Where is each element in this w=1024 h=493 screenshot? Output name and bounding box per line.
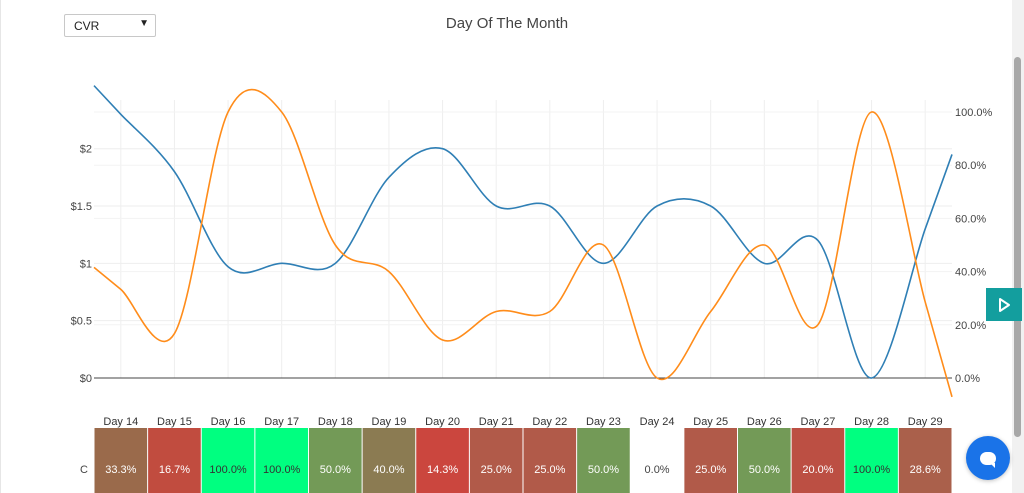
series-line-2 bbox=[93, 88, 953, 398]
x-tick-label: Day 17 bbox=[264, 416, 299, 428]
y-left-tick-label: $1.5 bbox=[71, 201, 92, 213]
heatmap-cell bbox=[684, 428, 737, 493]
heatmap-cell-label: 50.0% bbox=[749, 464, 780, 476]
heatmap-cell bbox=[738, 428, 791, 493]
y-left-tick-label: $0.5 bbox=[71, 316, 92, 328]
heatmap-cell bbox=[630, 428, 684, 493]
heatmap-cell-label: 16.7% bbox=[159, 464, 190, 476]
chevron-down-icon: ▼ bbox=[139, 18, 149, 29]
y-right-tick-label: 60.0% bbox=[955, 213, 986, 225]
heatmap-cell-label: 100.0% bbox=[263, 464, 301, 476]
heatmap-cell bbox=[201, 428, 255, 493]
y-right-tick-label: 100.0% bbox=[955, 107, 993, 119]
heatmap-cell bbox=[845, 428, 898, 493]
x-tick-label: Day 29 bbox=[908, 416, 943, 428]
x-tick-label: Day 26 bbox=[747, 416, 782, 428]
heatmap-cell bbox=[255, 428, 308, 493]
y-left-tick-label: $2 bbox=[80, 144, 92, 156]
x-tick-label: Day 14 bbox=[103, 416, 138, 428]
y-right-tick-label: 20.0% bbox=[955, 320, 986, 332]
heatmap-cell-label: 25.0% bbox=[534, 464, 565, 476]
heatmap-cell-label: 50.0% bbox=[588, 464, 619, 476]
chat-button[interactable] bbox=[966, 436, 1010, 480]
heatmap-cell bbox=[523, 428, 577, 493]
heatmap-cell-label: 25.0% bbox=[695, 464, 726, 476]
heatmap-cell-label: 100.0% bbox=[209, 464, 247, 476]
x-tick-label: Day 20 bbox=[425, 416, 460, 428]
y-right-tick-label: 0.0% bbox=[955, 373, 980, 385]
metric-dropdown[interactable]: CVR ▼ bbox=[64, 14, 156, 37]
heatmap-row-label: C bbox=[80, 464, 88, 476]
heatmap-cell-label: 33.3% bbox=[105, 464, 136, 476]
heatmap-cell bbox=[309, 428, 362, 493]
heatmap-cell bbox=[577, 428, 630, 493]
chart-title: Day Of The Month bbox=[445, 15, 569, 32]
heatmap-cell-label: 40.0% bbox=[373, 464, 404, 476]
series-line-1 bbox=[93, 85, 953, 379]
heatmap-cell bbox=[469, 428, 523, 493]
y-left-tick-label: $1 bbox=[80, 258, 92, 270]
heatmap-cell bbox=[416, 428, 469, 493]
y-right-tick-label: 80.0% bbox=[955, 160, 986, 172]
heatmap-cell-label: 100.0% bbox=[853, 464, 891, 476]
y-left-tick-label: $0 bbox=[80, 373, 92, 385]
heatmap-cell bbox=[362, 428, 416, 493]
heatmap-cell bbox=[791, 428, 845, 493]
heatmap-cell-label: 28.6% bbox=[910, 464, 941, 476]
x-tick-label: Day 28 bbox=[854, 416, 889, 428]
x-tick-label: Day 25 bbox=[693, 416, 728, 428]
x-tick-label: Day 18 bbox=[318, 416, 353, 428]
play-icon bbox=[999, 297, 1010, 312]
heatmap-cell bbox=[898, 428, 952, 493]
heatmap-cell bbox=[148, 428, 201, 493]
x-tick-label: Day 21 bbox=[479, 416, 514, 428]
x-tick-label: Day 19 bbox=[372, 416, 407, 428]
heatmap-cell-label: 0.0% bbox=[645, 464, 670, 476]
heatmap-cell-label: 14.3% bbox=[427, 464, 458, 476]
heatmap-cell bbox=[94, 428, 148, 493]
x-tick-label: Day 22 bbox=[532, 416, 567, 428]
heatmap-cell-label: 20.0% bbox=[802, 464, 833, 476]
chat-bubble-icon bbox=[980, 451, 996, 468]
x-tick-label: Day 15 bbox=[157, 416, 192, 428]
y-right-tick-label: 40.0% bbox=[955, 267, 986, 279]
heatmap-cell-label: 25.0% bbox=[481, 464, 512, 476]
scrollbar-thumb[interactable] bbox=[1014, 57, 1021, 437]
x-tick-label: Day 16 bbox=[211, 416, 246, 428]
metric-dropdown-value: CVR bbox=[74, 19, 100, 33]
x-tick-label: Day 23 bbox=[586, 416, 621, 428]
x-tick-label: Day 27 bbox=[801, 416, 836, 428]
x-tick-label: Day 24 bbox=[640, 416, 675, 428]
play-button[interactable] bbox=[986, 288, 1022, 321]
heatmap-cell-label: 50.0% bbox=[320, 464, 351, 476]
